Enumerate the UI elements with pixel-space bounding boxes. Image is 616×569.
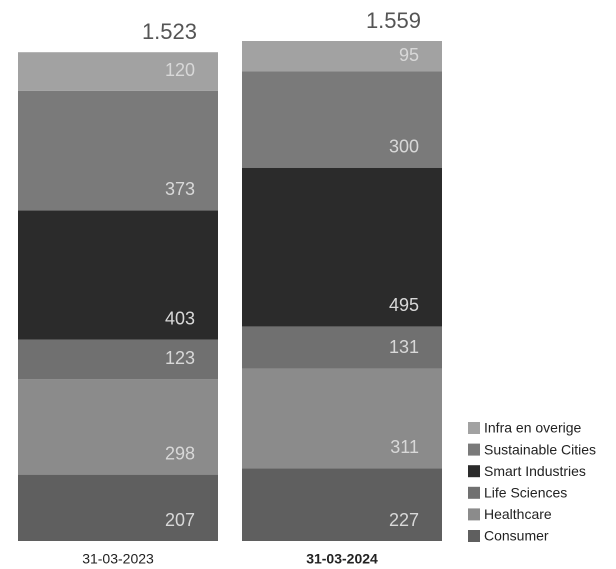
total-label: 1.523 [142, 19, 197, 44]
legend-label: Sustainable Cities [484, 441, 596, 457]
bar-segment [242, 41, 442, 72]
value-label: 207 [165, 510, 195, 530]
value-label: 495 [389, 295, 419, 315]
legend-label: Smart Industries [484, 463, 586, 479]
value-label: 120 [165, 60, 195, 80]
bar-segment [18, 90, 218, 211]
legend-swatch [468, 465, 480, 478]
legend-label: Healthcare [484, 506, 552, 522]
value-label: 227 [389, 510, 419, 530]
value-label: 298 [165, 443, 195, 463]
total-label: 1.559 [366, 8, 421, 33]
value-label: 131 [389, 337, 419, 357]
x-tick-label: 31-03-2024 [306, 551, 378, 567]
x-tick-label: 31-03-2023 [82, 551, 154, 567]
bar-segment [242, 368, 442, 469]
legend-swatch [468, 422, 480, 434]
bar-segment [18, 52, 218, 91]
bar-segment [18, 339, 218, 380]
value-label: 373 [165, 179, 195, 199]
bar-segment [242, 468, 442, 541]
value-label: 95 [399, 45, 419, 65]
bar-segment [18, 474, 218, 541]
bar-segment [242, 71, 442, 168]
legend-swatch [468, 443, 480, 456]
value-label: 123 [165, 348, 195, 368]
legend-label: Consumer [484, 528, 549, 544]
legend-swatch [468, 486, 480, 499]
legend-swatch [468, 530, 480, 542]
bar-segment [18, 379, 218, 475]
value-label: 300 [389, 136, 419, 156]
bar-segment [18, 210, 218, 340]
value-label: 311 [390, 437, 419, 457]
value-label: 403 [165, 308, 195, 328]
legend-label: Infra en overige [484, 420, 581, 436]
bar-segment [242, 326, 442, 369]
bar-segment [242, 167, 442, 327]
legend-label: Life Sciences [484, 485, 567, 501]
legend-swatch [468, 508, 480, 521]
